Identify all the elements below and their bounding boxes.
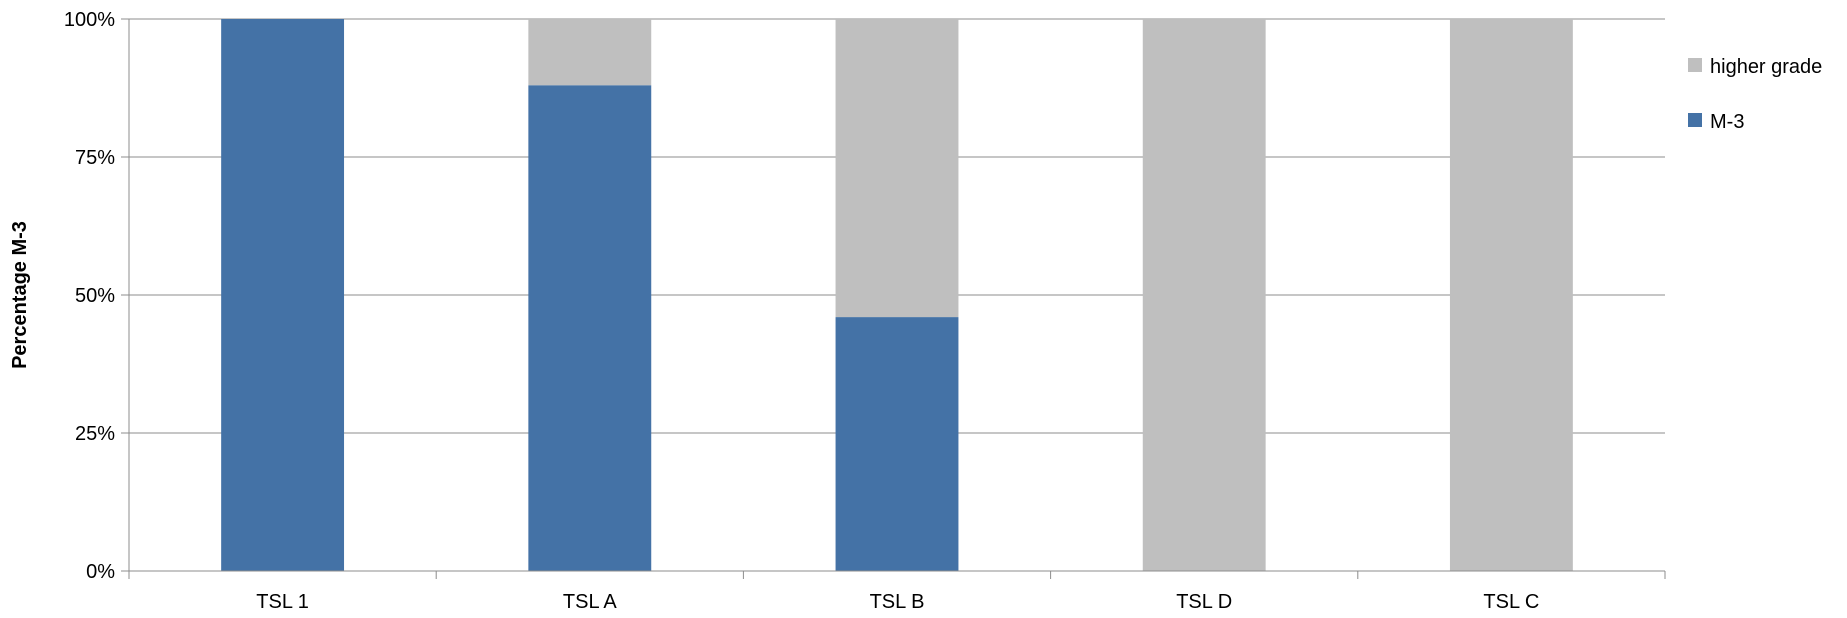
legend-label: higher grade [1710, 56, 1822, 78]
y-tick-labels: 0% 25% 50% 75% 100% [64, 9, 115, 583]
legend: higher grade M-3 [1688, 56, 1822, 133]
y-axis-title: Percentage M-3 [9, 221, 31, 369]
legend-swatch [1688, 113, 1702, 127]
x-tick-label: TSL B [870, 591, 925, 613]
bar-m-3-tsl-b [835, 317, 959, 571]
bar-higher-grade-tsl-a [528, 19, 652, 86]
bars [221, 19, 1573, 572]
x-tick-labels: TSL 1 TSL A TSL B TSL D TSL C [256, 591, 1539, 613]
bar-higher-grade-tsl-b [835, 19, 959, 318]
x-tick-label: TSL D [1176, 591, 1232, 613]
x-tick-label: TSL C [1483, 591, 1539, 613]
x-tick-label: TSL A [563, 591, 617, 613]
y-tick-label: 25% [75, 423, 115, 445]
y-tick-label: 75% [75, 147, 115, 169]
bar-m-3-tsl-a [528, 85, 652, 572]
y-tick-label: 100% [64, 9, 115, 31]
bar-higher-grade-tsl-d [1142, 19, 1266, 571]
axes [121, 18, 1666, 579]
bar-higher-grade-tsl-c [1449, 19, 1573, 571]
bar-m-3-tsl-1 [221, 19, 345, 571]
legend-label: M-3 [1710, 111, 1744, 133]
y-tick-label: 0% [86, 561, 115, 583]
y-tick-label: 50% [75, 285, 115, 307]
x-tick-label: TSL 1 [256, 591, 309, 613]
legend-swatch [1688, 58, 1702, 72]
